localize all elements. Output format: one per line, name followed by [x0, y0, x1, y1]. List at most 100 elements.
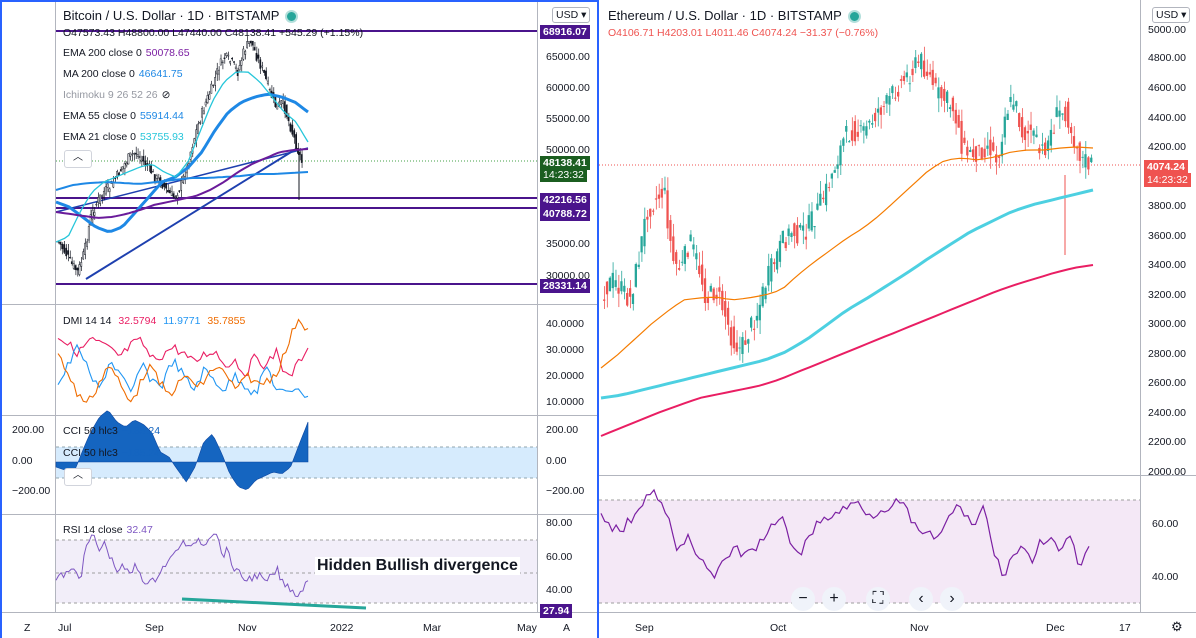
eth-candle — [692, 244, 695, 250]
candle — [261, 65, 264, 68]
eth-candle — [989, 139, 992, 156]
price-axis-label: 60000.00 — [546, 82, 590, 94]
eth-candle — [966, 146, 969, 156]
dmi-plot[interactable] — [56, 305, 537, 415]
candle — [102, 190, 105, 198]
candle — [223, 57, 226, 59]
eth-candle — [623, 285, 626, 292]
candle — [127, 153, 130, 165]
right-axis-divider — [537, 2, 538, 612]
eth-rsi-axis-label: 40.00 — [1152, 571, 1179, 583]
candle — [153, 174, 156, 182]
eth-candle — [963, 137, 966, 143]
eth-rsi-plot[interactable] — [599, 476, 1140, 612]
eth-candle — [738, 347, 741, 349]
eth-axis-label: 3000.00 — [1148, 318, 1186, 330]
time-axis-label: Jul — [58, 622, 72, 634]
eth-axis-label: 2200.00 — [1148, 436, 1186, 448]
indicator-legend-item[interactable]: MA 200 close 0 46641.75 — [63, 68, 183, 80]
eth-axis-label: 4800.00 — [1148, 52, 1186, 64]
indicator-legend-item[interactable]: EMA 21 close 0 53755.93 — [63, 131, 184, 143]
candle — [80, 262, 83, 267]
eth-candle — [1018, 113, 1021, 128]
eth-candle — [971, 149, 975, 158]
eth-axis-label: 2000.00 — [1148, 466, 1186, 478]
btc-price-plot[interactable] — [55, 2, 537, 304]
indicator-legend-item[interactable]: Ichimoku 9 26 52 26 ⊘ — [63, 89, 170, 101]
collapse-cci-button[interactable]: ︿ — [64, 468, 92, 486]
zoom-reset-button[interactable]: Z — [24, 622, 31, 634]
btc-currency-button[interactable]: USD ▾ — [552, 7, 591, 23]
ema21-line — [55, 71, 309, 243]
eth-candle — [666, 190, 669, 229]
dmi-legend: DMI 14 14 32.5794 11.9771 35.7855 — [63, 315, 246, 327]
pane-divider — [2, 514, 597, 515]
eth-candle — [773, 262, 776, 265]
indicator-legend-item[interactable]: EMA 200 close 0 50078.65 — [63, 47, 190, 59]
candle — [249, 40, 252, 44]
cci-axis-label: 200.00 — [546, 424, 579, 436]
auto-scale-button[interactable]: A — [563, 622, 571, 634]
indicator-value: 50078.65 — [145, 47, 190, 59]
candle — [138, 156, 141, 158]
candle — [242, 48, 245, 60]
candle — [287, 116, 290, 122]
eth-time-axis-label: Sep — [635, 622, 654, 634]
ema55-line — [55, 92, 309, 233]
eth-candle — [824, 183, 828, 206]
eth-currency-button[interactable]: USD ▾ — [1152, 7, 1191, 23]
candle — [197, 123, 199, 135]
eth-candle — [897, 91, 900, 97]
candle — [106, 183, 109, 188]
time-axis-label: Mar — [423, 622, 442, 634]
eth-candle — [1067, 101, 1070, 128]
eth-candle — [810, 211, 813, 231]
btc-title: Bitcoin / U.S. Dollar · 1D · BITSTAMP — [63, 8, 299, 24]
candle — [180, 180, 183, 191]
eth-time-axis-label: 17 — [1119, 622, 1131, 634]
eth-candle — [951, 97, 955, 112]
eth-candle — [654, 198, 658, 200]
eth-candle — [643, 218, 646, 247]
pane-divider — [2, 304, 597, 305]
eth-candle — [859, 125, 862, 127]
eth-candle — [718, 287, 721, 292]
cci-axis-label: 0.00 — [12, 455, 33, 467]
eth-candle — [764, 287, 767, 300]
eth-candle — [634, 264, 637, 287]
settings-gear-icon[interactable]: ⚙ — [1171, 619, 1183, 634]
eth-chart-panel[interactable]: Ethereum / U.S. Dollar · 1D · BITSTAMP U… — [599, 0, 1196, 638]
scroll-left-button[interactable]: ‹ — [909, 587, 933, 611]
candle — [67, 250, 69, 255]
candle — [193, 138, 196, 144]
scroll-right-button[interactable]: › — [940, 587, 964, 611]
dmi-axis-label: 10.0000 — [546, 396, 584, 408]
fullscreen-button[interactable]: ⛶ — [866, 587, 890, 611]
zoom-in-button[interactable]: + — [822, 587, 846, 611]
indicator-legend-item[interactable]: EMA 55 close 0 55914.44 — [63, 110, 184, 122]
eth-candle — [660, 188, 663, 198]
eth-candle — [787, 228, 790, 237]
collapse-legend-button[interactable]: ︿ — [64, 150, 92, 168]
candle — [280, 100, 282, 105]
left-axis-divider — [55, 2, 56, 612]
eth-candle — [827, 187, 831, 189]
candle — [174, 196, 177, 198]
candle — [210, 83, 213, 94]
divergence-annotation[interactable]: Hidden Bullish divergence — [315, 557, 520, 575]
rsi-plot[interactable] — [55, 515, 537, 612]
eth-candle — [709, 285, 712, 292]
eth-price-plot[interactable] — [599, 0, 1140, 475]
candle — [104, 186, 107, 195]
eth-candle — [816, 203, 819, 210]
eth-candle — [706, 297, 710, 303]
eth-candle — [1009, 97, 1012, 102]
zoom-out-button[interactable]: − — [791, 587, 815, 611]
cci-plot[interactable] — [55, 410, 537, 514]
eth-candle — [1000, 141, 1004, 157]
hidden-eye-icon[interactable]: ⊘ — [161, 89, 171, 101]
eth-candle — [611, 272, 614, 289]
btc-chart-panel[interactable]: Bitcoin / U.S. Dollar · 1D · BITSTAMP US… — [0, 0, 599, 638]
rsi-axis-label: 60.00 — [546, 551, 573, 563]
candle — [172, 193, 175, 198]
